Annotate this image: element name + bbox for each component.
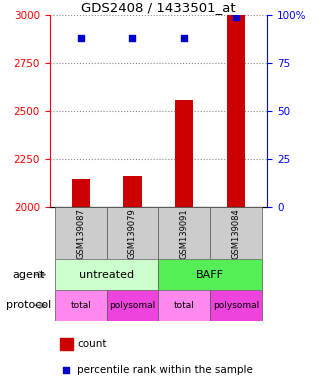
Bar	[124, 176, 141, 207]
FancyBboxPatch shape	[210, 290, 262, 321]
Text: GSM139087: GSM139087	[76, 208, 85, 259]
Text: protocol: protocol	[6, 300, 52, 310]
Text: agent: agent	[13, 270, 45, 280]
FancyBboxPatch shape	[107, 207, 158, 259]
Text: BAFF: BAFF	[196, 270, 224, 280]
FancyBboxPatch shape	[158, 290, 210, 321]
FancyBboxPatch shape	[107, 290, 158, 321]
Bar	[72, 179, 90, 207]
Text: GSM139079: GSM139079	[128, 208, 137, 259]
Text: untreated: untreated	[79, 270, 134, 280]
Text: polysomal: polysomal	[213, 301, 259, 310]
Bar	[227, 15, 245, 207]
Point	[130, 35, 135, 41]
Bar	[60, 338, 73, 350]
Text: polysomal: polysomal	[109, 301, 156, 310]
Text: GSM139084: GSM139084	[232, 208, 241, 259]
FancyBboxPatch shape	[158, 259, 262, 290]
Text: count: count	[77, 339, 107, 349]
Point	[182, 35, 187, 41]
Point	[64, 367, 69, 373]
Bar	[175, 100, 193, 207]
FancyBboxPatch shape	[55, 207, 107, 259]
FancyBboxPatch shape	[55, 259, 158, 290]
Text: total: total	[174, 301, 195, 310]
Text: total: total	[70, 301, 91, 310]
FancyBboxPatch shape	[158, 207, 210, 259]
FancyBboxPatch shape	[210, 207, 262, 259]
Title: GDS2408 / 1433501_at: GDS2408 / 1433501_at	[81, 1, 236, 14]
FancyBboxPatch shape	[55, 290, 107, 321]
Text: GSM139091: GSM139091	[180, 208, 189, 258]
Text: percentile rank within the sample: percentile rank within the sample	[77, 365, 253, 375]
Point	[234, 14, 239, 20]
Point	[78, 35, 83, 41]
